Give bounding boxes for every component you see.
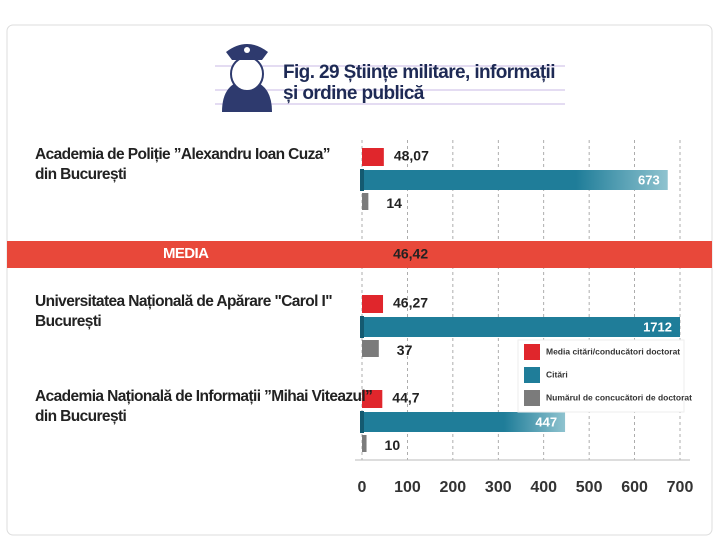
chart-title: Fig. 29 Științe militare, informații și … — [283, 62, 556, 104]
x-tick-label: 500 — [576, 479, 603, 496]
title-icon — [215, 44, 565, 112]
category-label: MEDIA — [163, 245, 209, 262]
legend: Media citări/conducători doctorat Citări N… — [517, 339, 692, 413]
bar-outline — [360, 169, 364, 191]
media-band — [7, 241, 712, 268]
legend-swatch — [524, 344, 540, 360]
bar — [362, 412, 566, 432]
bar — [362, 295, 384, 313]
legend-swatch — [524, 367, 540, 383]
value-label: 10 — [385, 437, 401, 453]
bar-outline — [360, 411, 364, 433]
value-label: 46,42 — [393, 246, 428, 262]
bar — [362, 148, 384, 166]
bar-outline — [360, 316, 364, 338]
legend-swatch — [524, 390, 540, 406]
bar — [362, 435, 367, 452]
bar — [362, 193, 369, 210]
plot — [362, 148, 680, 452]
value-label: 37 — [397, 342, 413, 358]
legend-label: Citări — [546, 369, 568, 379]
value-label: 48,07 — [394, 148, 429, 164]
value-label: 1712 — [643, 319, 672, 334]
bar — [362, 340, 379, 357]
x-tick-label: 700 — [667, 479, 694, 496]
x-tick-label: 100 — [394, 479, 421, 496]
bar — [362, 390, 383, 408]
bar — [362, 170, 668, 190]
x-tick-label: 300 — [485, 479, 512, 496]
value-label: 14 — [386, 195, 402, 211]
x-tick-label: 600 — [621, 479, 648, 496]
value-label: 44,7 — [392, 390, 419, 406]
category-label: Academia de Poliție ”Alexandru Ioan Cuza… — [35, 146, 331, 183]
value-label: 673 — [638, 172, 660, 187]
category-label: Universitatea Națională de Apărare "Caro… — [35, 293, 333, 330]
legend-label: Media citări/conducători doctorat — [546, 346, 680, 356]
value-label: 447 — [535, 414, 557, 429]
legend-box — [517, 339, 685, 413]
x-tick-label: 200 — [440, 479, 467, 496]
bar — [362, 317, 680, 337]
legend-label: Numărul de concucători de doctorat — [546, 392, 692, 402]
value-label: 46,27 — [393, 295, 428, 311]
x-tick-label: 400 — [530, 479, 557, 496]
x-tick-label: 0 — [358, 479, 367, 496]
category-label: Academia Națională de Informații ”Mihai … — [35, 388, 373, 425]
